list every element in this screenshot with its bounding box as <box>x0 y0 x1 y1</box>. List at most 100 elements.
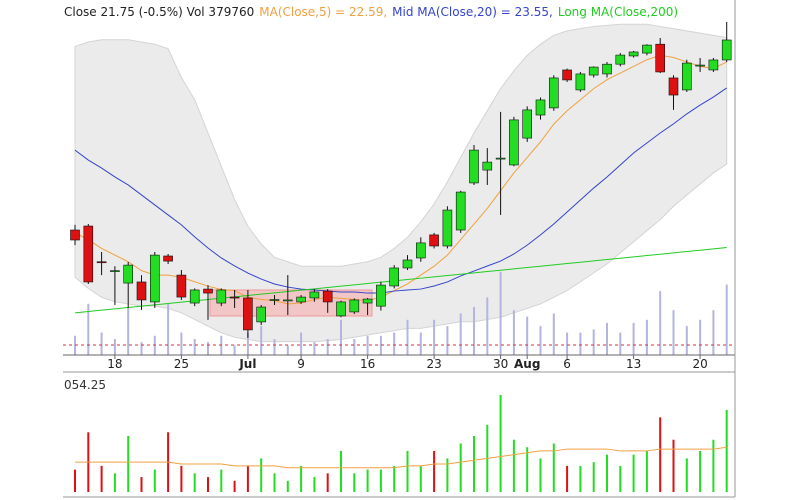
candle-body <box>402 259 413 269</box>
candle-body <box>349 299 360 313</box>
volume-bar <box>406 450 409 492</box>
candle-body <box>150 254 160 303</box>
x-tick-label: 6 <box>563 357 571 371</box>
x-tick-label: 20 <box>692 357 707 371</box>
volume-bar-overlay <box>260 326 263 355</box>
volume-bar-overlay <box>592 329 595 355</box>
volume-bar <box>566 465 569 492</box>
candle-body <box>203 288 213 294</box>
volume-bar <box>233 480 236 492</box>
candle-body <box>469 149 479 184</box>
volume-bar-overlay <box>579 332 582 355</box>
x-tick-label: 18 <box>107 357 122 371</box>
volume-bar <box>579 465 582 492</box>
candle-body <box>269 299 280 301</box>
candle-body <box>628 51 639 57</box>
volume-bar <box>353 473 356 492</box>
volume-bar <box>220 469 223 492</box>
volume-bar-overlay <box>419 332 422 355</box>
volume-bar-overlay <box>286 345 289 355</box>
candle-body <box>309 291 320 299</box>
candle-body <box>522 109 533 139</box>
candle-body <box>336 301 346 317</box>
bollinger-band <box>74 23 728 343</box>
x-tick-label: Jul <box>238 357 256 371</box>
volume-bar <box>273 473 276 492</box>
volume-bar-overlay <box>725 284 728 355</box>
header-close: Close 21.75 (-0.5%) Vol 379760 <box>64 5 254 19</box>
volume-bar <box>526 447 529 492</box>
moving-average-line <box>74 247 727 314</box>
volume-bar-overlay <box>340 319 342 355</box>
volume-bar-overlay <box>672 310 675 355</box>
volume-bar-overlay <box>712 310 715 355</box>
candle-body <box>509 119 519 166</box>
volume-bar-overlay <box>552 313 555 355</box>
volume-bar <box>592 462 595 492</box>
volume-bar-overlay <box>167 303 170 355</box>
volume-bar-overlay <box>180 332 183 355</box>
volume-bar <box>499 394 502 492</box>
volume-bar <box>74 469 76 492</box>
candle-body <box>575 73 586 91</box>
volume-bar <box>100 465 103 492</box>
candle-body <box>362 298 373 304</box>
volume-bar-overlay <box>685 326 688 355</box>
volume-bar-overlay <box>433 319 436 355</box>
legend-entry: Mid MA(Close,20) = 23.55, <box>392 5 553 19</box>
volume-bar-overlay <box>127 307 130 355</box>
volume-bar <box>340 450 342 492</box>
volume-bar-overlay <box>100 332 103 355</box>
volume-bar-overlay <box>326 339 329 355</box>
candle-body <box>655 43 666 73</box>
candle-body <box>256 306 267 323</box>
volume-bar <box>246 465 249 492</box>
candle-body <box>708 59 719 71</box>
candle-body <box>429 234 439 247</box>
volume-bar <box>113 473 116 492</box>
legend-entry: Long MA(Close,200) <box>558 5 678 19</box>
volume-bar-overlay <box>645 319 648 355</box>
volume-bar <box>659 417 662 492</box>
volume-bar-overlay <box>273 339 276 355</box>
candle-body <box>455 191 466 231</box>
volume-bar <box>473 436 475 492</box>
volume-bar-overlay <box>246 332 249 355</box>
volume-bar <box>286 480 289 492</box>
candle-body <box>189 289 200 304</box>
volume-bar <box>207 477 209 492</box>
candle-body <box>296 296 306 303</box>
candle-body <box>110 270 120 272</box>
candle-body <box>216 289 227 304</box>
volume-bar-overlay <box>486 297 489 355</box>
volume-bar <box>606 454 608 492</box>
volume-bar-overlay <box>606 323 608 355</box>
volume-bar <box>140 477 143 492</box>
volume-bar <box>712 439 715 492</box>
volume-bar <box>180 465 183 492</box>
volume-bar <box>459 443 462 492</box>
candle-body <box>176 274 187 298</box>
volume-bar <box>512 439 515 492</box>
candle-body <box>243 297 253 331</box>
header: Close 21.75 (-0.5%) Vol 379760 MA(Close,5… <box>64 5 678 19</box>
candle-body <box>535 99 546 116</box>
volume-bar-overlay <box>619 332 622 355</box>
volume-bar <box>193 473 196 492</box>
candle-body <box>482 161 493 171</box>
volume-bar <box>552 443 555 492</box>
volume-bar-overlay <box>393 332 396 355</box>
volume-bar <box>699 450 702 492</box>
legend-entry: MA(Close,5) = 22.59, <box>259 5 387 19</box>
volume-bar-overlay <box>140 342 143 355</box>
volume-bar-overlay <box>313 342 316 355</box>
volume-bar-overlay <box>366 335 369 355</box>
volume-bar-overlay <box>406 319 409 355</box>
volume-bar <box>326 473 329 492</box>
volume-bar <box>645 450 648 492</box>
volume-bar-overlay <box>300 332 303 355</box>
candle-body <box>721 39 732 61</box>
volume-bar <box>632 454 635 492</box>
x-tick-label: 25 <box>174 357 189 371</box>
